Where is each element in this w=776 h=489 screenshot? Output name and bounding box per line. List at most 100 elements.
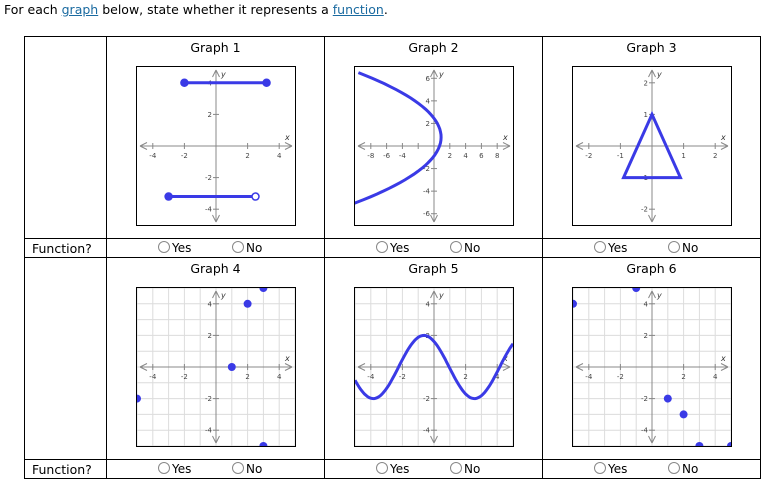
choices-graph-6: Yes No [542, 459, 761, 479]
data-point [695, 442, 704, 446]
graph-plot-4: x y -4 -2 2 4 4 2 -2 -4 [136, 287, 296, 447]
no-option-graph-2[interactable]: No [450, 241, 480, 255]
function-question-label: Function? [32, 462, 92, 477]
x-axis-arrow [357, 142, 366, 150]
no-radio[interactable] [668, 462, 680, 474]
no-option-graph-6[interactable]: No [668, 462, 698, 476]
graph-link[interactable]: graph [61, 2, 99, 17]
open-endpoint [251, 192, 260, 201]
data-point [243, 299, 252, 308]
yes-label: Yes [172, 462, 192, 476]
no-option-graph-3[interactable]: No [668, 241, 698, 255]
x-tick-label: -1 [617, 152, 624, 160]
closed-endpoint [180, 78, 189, 88]
choices-graph-4: Yes No [106, 459, 325, 479]
no-radio[interactable] [668, 241, 680, 253]
y-axis-label: y [656, 291, 662, 300]
y-tick-label: 2 [644, 79, 648, 87]
data-point [259, 288, 268, 292]
y-tick-label: 4 [644, 300, 649, 308]
yes-option-graph-4[interactable]: Yes [158, 462, 191, 476]
y-tick-label: -6 [423, 210, 431, 218]
data-point [679, 410, 688, 419]
yes-radio[interactable] [376, 462, 388, 474]
closed-endpoint [262, 78, 271, 88]
graph-title: Graph 6 [626, 261, 677, 276]
yes-radio[interactable] [158, 241, 170, 253]
graphs-table: Graph 1 x y -4 -2 2 4 4 2 -2 -4 Graph 2 x y -8 -6 -4 2… [24, 36, 761, 479]
data-point [573, 299, 577, 308]
data-point [137, 394, 141, 403]
y-axis-arrow [430, 435, 438, 444]
y-tick-label: 2 [208, 332, 212, 340]
no-radio[interactable] [232, 241, 244, 253]
no-radio[interactable] [450, 241, 462, 253]
yes-radio[interactable] [158, 462, 170, 474]
x-tick-label: 4 [277, 152, 282, 160]
x-axis-arrow [284, 142, 293, 150]
no-option-graph-1[interactable]: No [232, 241, 262, 255]
x-axis-arrow [284, 363, 293, 371]
no-option-graph-5[interactable]: No [450, 462, 480, 476]
yes-radio[interactable] [376, 241, 388, 253]
graph-title: Graph 5 [408, 261, 459, 276]
no-option-graph-4[interactable]: No [232, 462, 262, 476]
no-label: No [464, 241, 481, 255]
y-tick-label: 2 [644, 332, 648, 340]
y-axis-label: y [220, 70, 226, 79]
yes-option-graph-3[interactable]: Yes [594, 241, 627, 255]
graph-cell-4: Graph 4 x y -4 -2 2 4 4 2 -2 -4 [106, 257, 325, 460]
yes-radio[interactable] [594, 241, 606, 253]
no-label: No [464, 462, 481, 476]
x-tick-label: -6 [383, 152, 391, 160]
y-tick-label: -4 [205, 427, 213, 435]
x-tick-label: 2 [245, 373, 249, 381]
x-axis-arrow [502, 142, 511, 150]
yes-option-graph-2[interactable]: Yes [376, 241, 409, 255]
yes-option-graph-6[interactable]: Yes [594, 462, 627, 476]
function-link[interactable]: function [332, 2, 384, 17]
y-tick-label: -2 [423, 395, 430, 403]
y-axis-arrow [430, 214, 438, 223]
yes-radio[interactable] [594, 462, 606, 474]
y-tick-label: 4 [426, 300, 431, 308]
data-point [727, 442, 731, 446]
graph-cell-2: Graph 2 x y -8 -6 -4 2 4 6 8 6 4 2 -2 -4 -6 [324, 36, 543, 239]
graph-cell-3: Graph 3 x y -2 -1 1 2 2 1 -1 -2 [542, 36, 761, 239]
function-row-label: Function? [24, 238, 107, 258]
no-radio[interactable] [232, 462, 244, 474]
yes-option-graph-1[interactable]: Yes [158, 241, 191, 255]
x-tick-label: 4 [277, 373, 282, 381]
choices-graph-3: Yes No [542, 238, 761, 258]
y-axis-arrow [212, 290, 220, 299]
x-tick-label: -4 [585, 373, 593, 381]
x-tick-label: 4 [495, 373, 500, 381]
x-tick-label: 2 [681, 373, 685, 381]
y-tick-label: -2 [423, 165, 430, 173]
x-tick-label: -4 [149, 373, 157, 381]
y-tick-label: -4 [205, 206, 213, 214]
row-label-spacer [24, 36, 107, 239]
yes-option-graph-5[interactable]: Yes [376, 462, 409, 476]
triangle-shape [621, 110, 683, 180]
y-axis-label: y [220, 291, 226, 300]
closed-endpoint [164, 192, 173, 201]
x-tick-label: 6 [479, 152, 484, 160]
no-radio[interactable] [450, 462, 462, 474]
x-tick-label: 4 [463, 152, 468, 160]
x-axis-arrow [139, 363, 148, 371]
graph-canvas: x y -8 -6 -4 2 4 6 8 6 4 2 -2 -4 -6 [355, 69, 511, 223]
choices-graph-5: Yes No [324, 459, 543, 479]
x-tick-label: -4 [149, 152, 157, 160]
x-axis-label: x [284, 133, 290, 142]
y-axis-arrow [212, 214, 220, 223]
x-axis-arrow [575, 142, 584, 150]
y-axis-label: y [438, 70, 444, 79]
yes-label: Yes [608, 462, 628, 476]
no-label: No [246, 462, 263, 476]
data-point [663, 394, 672, 403]
graph-title: Graph 4 [190, 261, 241, 276]
